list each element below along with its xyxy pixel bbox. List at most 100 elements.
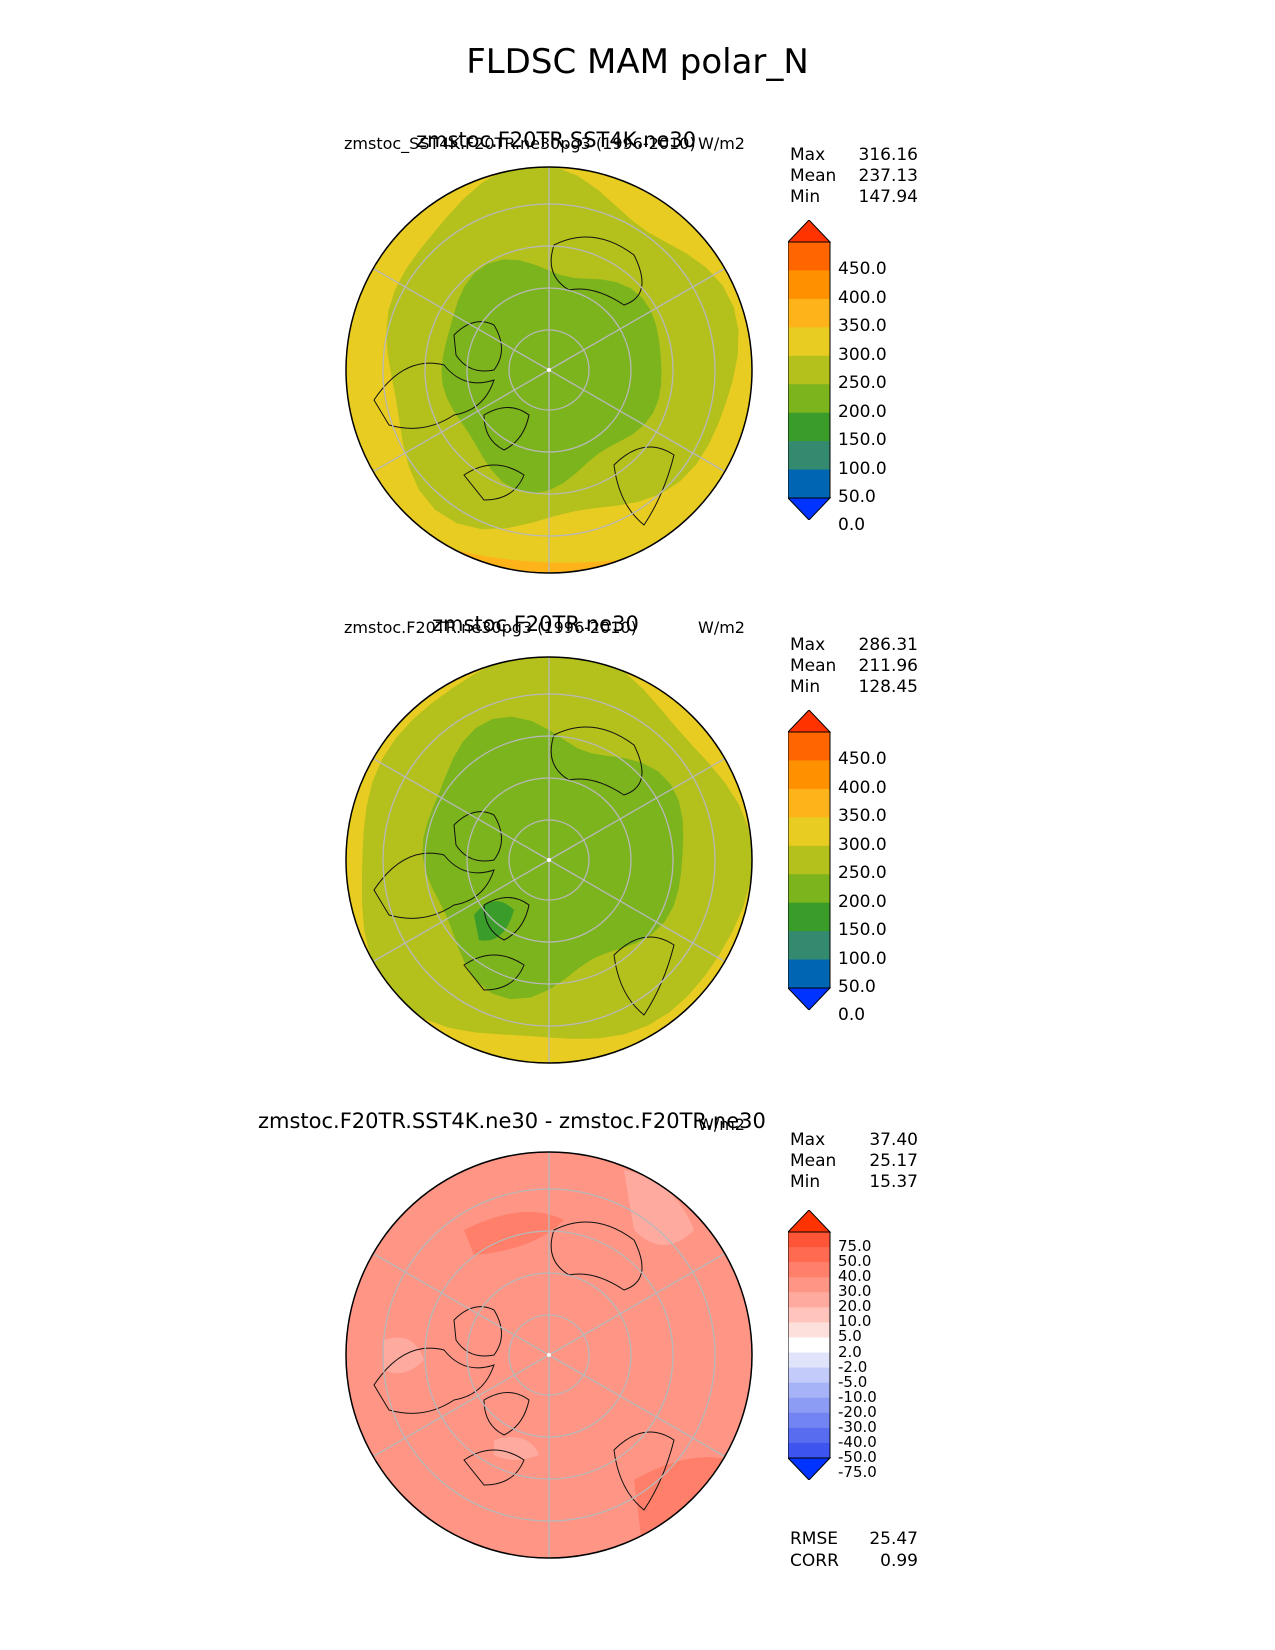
mean-value: 25.17: [869, 1151, 918, 1171]
polar-map: [345, 166, 753, 574]
colorbar-extend-min: [788, 1457, 832, 1480]
stats-box: Max 316.16 Mean 237.13 Min 147.94: [790, 145, 918, 208]
colorbar: [788, 1210, 832, 1480]
colorbar-tick-label: 40.0: [838, 1267, 872, 1286]
colorbar-tick-label: -75.0: [838, 1463, 877, 1482]
coastline: [483, 1392, 530, 1436]
coastline: [373, 1347, 495, 1414]
colorbar-segment: [788, 1352, 830, 1369]
panel-subtitle: zmstoc.F20TR.ne30pg3 (1996-2010): [344, 618, 637, 637]
min-value: 128.45: [858, 677, 918, 697]
colorbar-segment: [788, 1277, 830, 1293]
colorbar: [788, 710, 832, 1010]
colorbar-segment: [788, 1247, 830, 1263]
coastline: [483, 407, 530, 451]
colorbar-segment: [788, 270, 830, 300]
colorbar-frame: [788, 731, 831, 989]
colorbar-tick-label: 250.0: [838, 373, 887, 394]
colorbar-segment: [788, 1397, 830, 1414]
colorbar-segment: [788, 874, 830, 904]
colorbar-tick-label: 150.0: [838, 920, 887, 941]
metrics-box: RMSE 25.47 CORR 0.99: [790, 1528, 918, 1572]
colorbar-segment: [788, 1367, 830, 1384]
colorbar-segment: [788, 1232, 830, 1248]
colorbar-tick-label: 0.0: [838, 515, 866, 536]
coastline: [373, 362, 495, 429]
pole-point: [547, 1353, 551, 1357]
colorbar-segment: [788, 441, 830, 471]
polar-map: [345, 656, 753, 1064]
max-label: Max: [790, 635, 826, 655]
field-core-region: [441, 259, 662, 494]
rmse-value: 25.47: [869, 1529, 918, 1549]
colorbar-segment: [788, 327, 830, 357]
mean-label: Mean: [790, 656, 837, 676]
figure-title: FLDSC MAM polar_N: [466, 42, 809, 82]
colorbar-segment: [788, 384, 830, 414]
colorbar-segment: [788, 1262, 830, 1278]
stats-box: Max 37.40 Mean 25.17 Min 15.37: [790, 1130, 918, 1193]
panel-units: W/m2: [698, 134, 745, 153]
min-label: Min: [790, 1172, 821, 1192]
max-value: 286.31: [858, 635, 918, 655]
colorbar-tick-label: 300.0: [838, 834, 887, 855]
colorbar-tick-label: -50.0: [838, 1448, 877, 1466]
colorbar-tick-label: -20.0: [838, 1402, 877, 1421]
colorbar-tick-label: 350.0: [838, 806, 887, 827]
colorbar-tick-label: 0.0: [838, 1005, 866, 1026]
colorbar-tick-label: -30.0: [838, 1417, 877, 1436]
coastline: [483, 897, 530, 941]
colorbar: [788, 220, 832, 520]
colorbar-tick-label: 150.0: [838, 430, 887, 451]
colorbar-extend-min: [788, 497, 832, 520]
colorbar-segment: [788, 732, 830, 761]
colorbar-segment: [788, 469, 830, 499]
meridian-line: [548, 1252, 726, 1356]
min-value: 15.37: [869, 1172, 918, 1192]
colorbar-segment: [788, 931, 830, 961]
coastline: [550, 726, 643, 796]
panel-units: W/m2: [698, 618, 745, 637]
colorbar-segment: [788, 1427, 830, 1444]
colorbar-segment: [788, 845, 830, 875]
field-warm-patch: [464, 1212, 564, 1255]
colorbar-segment: [788, 760, 830, 790]
meridian-line: [372, 1354, 550, 1458]
polar-map: [345, 1151, 753, 1559]
colorbar-extend-max: [788, 710, 832, 733]
colorbar-tick-label: 10.0: [838, 1312, 872, 1331]
colorbar-segment: [788, 1322, 830, 1338]
coastline: [463, 954, 525, 991]
colorbar-tick-label: 250.0: [838, 863, 887, 884]
mean-label: Mean: [790, 1151, 837, 1171]
rmse-label: RMSE: [790, 1529, 839, 1549]
colorbar-segment: [788, 1292, 830, 1308]
colorbar-tick-label: 100.0: [838, 948, 887, 969]
meridian-line: [372, 369, 550, 473]
colorbar-segment: [788, 1307, 830, 1323]
meridian-line: [548, 859, 726, 963]
colorbar-tick-label: 450.0: [838, 749, 887, 770]
panel-units: W/m2: [698, 1115, 745, 1134]
meridian-line: [372, 757, 550, 861]
colorbar-tick-label: 5.0: [838, 1327, 862, 1346]
max-label: Max: [790, 1130, 826, 1150]
colorbar-segment: [788, 817, 830, 847]
coastline: [550, 236, 643, 306]
colorbar-tick-label: 75.0: [838, 1237, 872, 1256]
colorbar-tick-label: -40.0: [838, 1432, 877, 1451]
meridian-line: [548, 267, 726, 371]
corr-value: 0.99: [880, 1551, 918, 1571]
colorbar-segment: [788, 788, 830, 818]
meridian-line: [372, 1252, 550, 1356]
mean-value: 237.13: [858, 166, 918, 186]
colorbar-tick-label: 50.0: [838, 487, 876, 507]
map-boundary: [345, 1151, 753, 1559]
colorbar-tick-label: -2.0: [838, 1357, 868, 1376]
colorbar-segment: [788, 242, 830, 271]
colorbar-tick-label: 50.0: [838, 977, 876, 997]
meridian-line: [548, 757, 726, 861]
colorbar-tick-label: 400.0: [838, 287, 887, 308]
colorbar-tick-label: -10.0: [838, 1387, 877, 1406]
panel-subtitle: zmstoc_SST4K.F20TR.ne30pg3 (1996-2010): [344, 134, 696, 153]
